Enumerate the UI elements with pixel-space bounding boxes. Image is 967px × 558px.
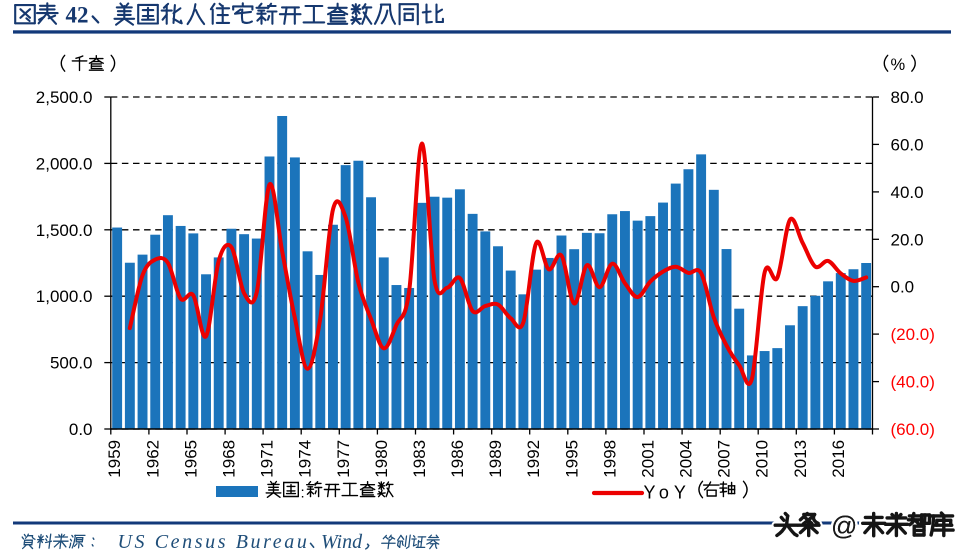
svg-text:40.0: 40.0 xyxy=(891,183,924,202)
svg-text:US Census Bureau: US Census Bureau xyxy=(118,531,310,553)
svg-text:(20.0): (20.0) xyxy=(891,325,935,344)
svg-text:500.0: 500.0 xyxy=(50,354,93,373)
svg-text:2,500.0: 2,500.0 xyxy=(36,88,93,107)
svg-text:0.0: 0.0 xyxy=(69,420,93,439)
svg-text:(60.0): (60.0) xyxy=(891,420,935,439)
svg-text:1971: 1971 xyxy=(258,440,277,478)
svg-text:2004: 2004 xyxy=(677,440,696,478)
svg-text:2001: 2001 xyxy=(638,440,657,478)
svg-text:%: % xyxy=(891,56,906,74)
svg-text:2013: 2013 xyxy=(791,440,810,478)
svg-text:42: 42 xyxy=(66,3,89,28)
svg-text:1968: 1968 xyxy=(220,440,239,478)
svg-text:@: @ xyxy=(831,511,857,541)
svg-text:(40.0): (40.0) xyxy=(891,373,935,392)
svg-text::: : xyxy=(301,485,305,502)
svg-text:60.0: 60.0 xyxy=(891,135,924,154)
svg-text:1977: 1977 xyxy=(334,440,353,478)
svg-text:1998: 1998 xyxy=(600,440,619,478)
svg-text:2010: 2010 xyxy=(753,440,772,478)
svg-text:YoY: YoY xyxy=(644,483,691,503)
svg-text:1,500.0: 1,500.0 xyxy=(36,221,93,240)
svg-text:Wind: Wind xyxy=(321,531,363,553)
svg-text:0.0: 0.0 xyxy=(891,278,915,297)
svg-text:1986: 1986 xyxy=(448,440,467,478)
svg-text:1983: 1983 xyxy=(410,440,429,478)
svg-text:1989: 1989 xyxy=(486,440,505,478)
svg-text:2,000.0: 2,000.0 xyxy=(36,154,93,173)
svg-text:1962: 1962 xyxy=(143,440,162,478)
svg-text:1,000.0: 1,000.0 xyxy=(36,287,93,306)
svg-text:1992: 1992 xyxy=(524,440,543,478)
svg-text:1965: 1965 xyxy=(181,440,200,478)
svg-text:20.0: 20.0 xyxy=(891,230,924,249)
svg-text:1995: 1995 xyxy=(562,440,581,478)
svg-text:2007: 2007 xyxy=(715,440,734,478)
svg-text:1980: 1980 xyxy=(372,440,391,478)
svg-text:1959: 1959 xyxy=(105,440,124,478)
svg-text:80.0: 80.0 xyxy=(891,88,924,107)
svg-text:2016: 2016 xyxy=(829,440,848,478)
svg-text:1974: 1974 xyxy=(296,440,315,478)
